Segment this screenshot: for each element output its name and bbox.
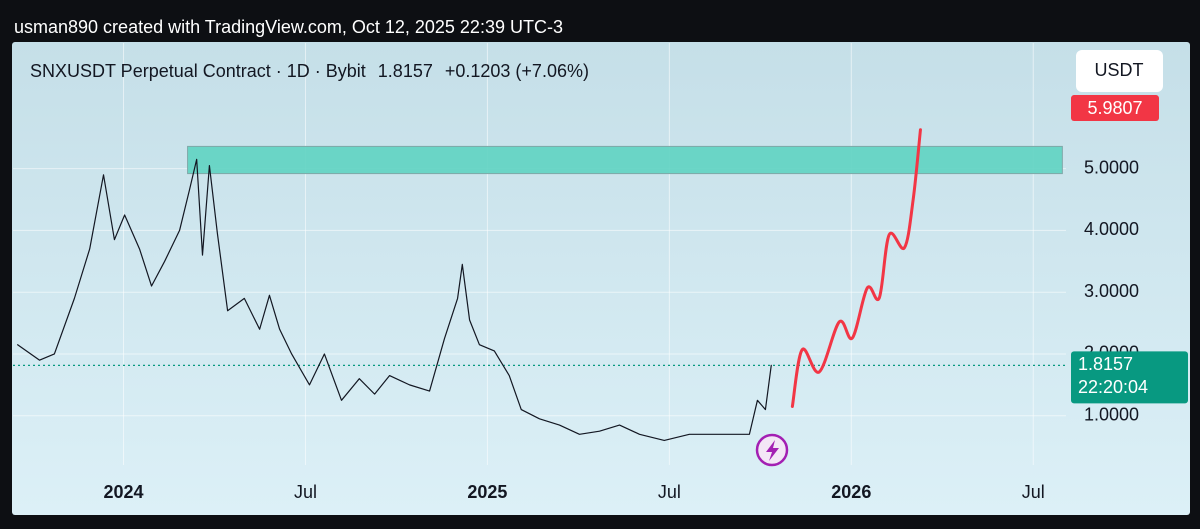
- chart-panel: [12, 42, 1190, 515]
- x-tick-label: Jul: [294, 482, 317, 502]
- price-line: [17, 158, 772, 442]
- currency-button[interactable]: [1076, 50, 1163, 92]
- x-tick-label: 2026: [831, 482, 871, 502]
- currency[interactable]: USDT: [1095, 60, 1144, 80]
- x-tick-label: 2024: [104, 482, 144, 502]
- alert-icon: [755, 433, 789, 467]
- attribution: usman890 created with TradingView.com, O…: [14, 17, 563, 37]
- x-tick-label: Jul: [658, 482, 681, 502]
- symbol-legend: SNXUSDT Perpetual Contract · 1D · Bybit 1…: [30, 61, 589, 81]
- y-tick-label: 3.0000: [1084, 281, 1139, 301]
- forecast-line: [790, 128, 922, 408]
- last-price: 1.8157: [378, 61, 433, 81]
- resistance-zone: [187, 145, 1063, 175]
- y-tick-label: 1.0000: [1084, 405, 1139, 425]
- target-price-box: [1071, 95, 1159, 122]
- y-tick-label: 5.0000: [1084, 157, 1139, 177]
- last-price-label: 1.8157: [1078, 354, 1133, 374]
- y-tick-label: 4.0000: [1084, 219, 1139, 239]
- change: +0.1203 (+7.06%): [445, 61, 589, 81]
- last-price-box: [1071, 351, 1188, 404]
- symbol: SNXUSDT Perpetual Contract · 1D · Bybit: [30, 61, 366, 81]
- x-tick-label: Jul: [1022, 482, 1045, 502]
- x-tick-label: 2025: [467, 482, 507, 502]
- countdown: 22:20:04: [1078, 377, 1148, 397]
- target-price-label: 5.9807: [1087, 98, 1142, 118]
